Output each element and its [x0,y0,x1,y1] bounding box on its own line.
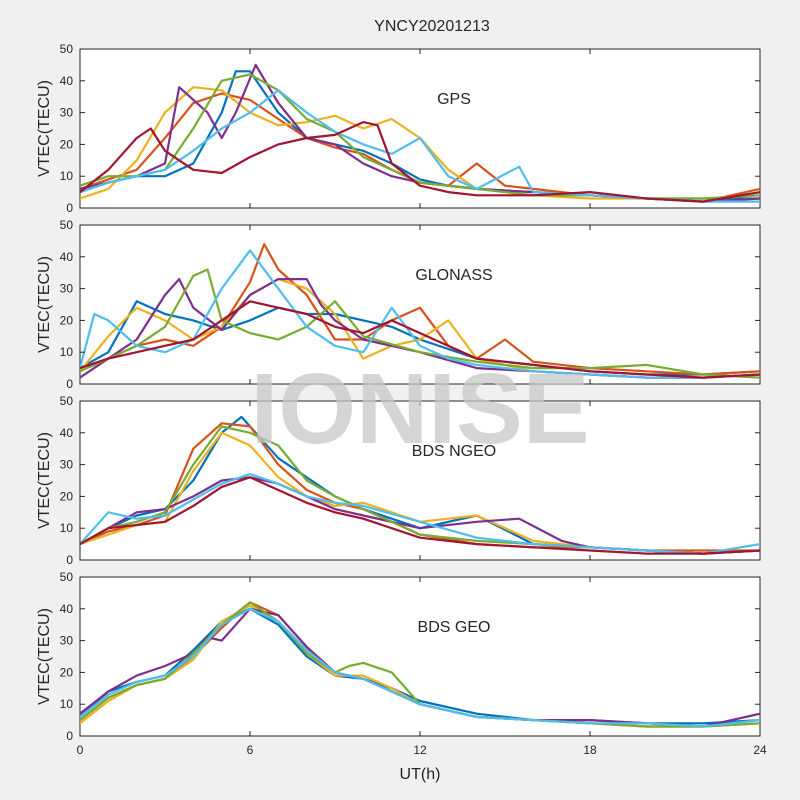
x-axis-label: UT(h) [400,766,441,783]
panel-0: 0 10 20 30 40 50 VTEC(TECU) GPS [36,42,761,215]
figure-title: YNCY20201213 [374,18,490,35]
y-tick-label: 30 [60,106,74,120]
panel-2: 0 10 20 30 40 50 VTEC(TECU) BDS NGEO [36,394,761,567]
series-line [80,607,760,728]
y-axis-label: VTEC(TECU) [36,256,53,353]
series-line [80,249,760,379]
y-tick-label: 10 [60,345,74,359]
y-tick-label: 20 [60,313,74,327]
series-line [80,86,760,203]
y-tick-label: 50 [60,218,74,232]
y-axis-label: VTEC(TECU) [36,80,53,177]
plot-area [79,576,761,737]
panel-3: 0 10 20 30 40 50 0 6 12 18 24 VTEC(TECU) BDS GEO [36,570,767,757]
panel-1: 0 10 20 30 40 50 VTEC(TECU) GLONASS [36,218,761,391]
y-tick-label: 0 [66,553,73,567]
panel-label: GLONASS [415,267,492,284]
y-tick-label: 10 [60,169,74,183]
series-line [80,473,760,555]
y-tick-label: 0 [66,729,73,743]
x-tick-label: 6 [247,743,254,757]
y-tick-label: 40 [60,602,74,616]
series-group [80,63,760,203]
x-tick-label: 24 [753,743,767,757]
panels: 0 10 20 30 40 50 VTEC(TECU) GPS 0 10 20 30 40 50 VTEC(… [36,42,767,757]
series-line [80,300,760,379]
y-tick-label: 50 [60,394,74,408]
y-tick-label: 10 [60,697,74,711]
watermark: IONISE [251,353,590,465]
series-group [80,415,760,555]
panel-label: BDS GEO [418,619,491,636]
y-tick-label: 40 [60,426,74,440]
y-tick-label: 0 [66,377,73,391]
y-tick-label: 40 [60,74,74,88]
series-line [80,476,760,555]
series-group [80,601,760,728]
y-tick-label: 30 [60,634,74,648]
y-tick-label: 20 [60,137,74,151]
x-tick-label: 12 [413,743,427,757]
y-tick-label: 10 [60,521,74,535]
y-tick-label: 30 [60,458,74,472]
panel-label: GPS [437,91,471,108]
series-line [80,120,760,203]
panel-label: BDS NGEO [412,443,496,460]
series-group [80,243,760,379]
y-tick-label: 20 [60,665,74,679]
plot-area [79,48,761,209]
y-tick-label: 20 [60,489,74,503]
y-tick-label: 40 [60,250,74,264]
y-axis-label: VTEC(TECU) [36,432,53,529]
y-axis-label: VTEC(TECU) [36,608,53,705]
y-tick-label: 50 [60,570,74,584]
y-tick-label: 30 [60,282,74,296]
x-tick-label: 0 [77,743,84,757]
y-tick-label: 0 [66,201,73,215]
plot-area [79,224,761,385]
series-line [80,607,760,728]
x-tick-label: 18 [583,743,597,757]
y-tick-label: 50 [60,42,74,56]
